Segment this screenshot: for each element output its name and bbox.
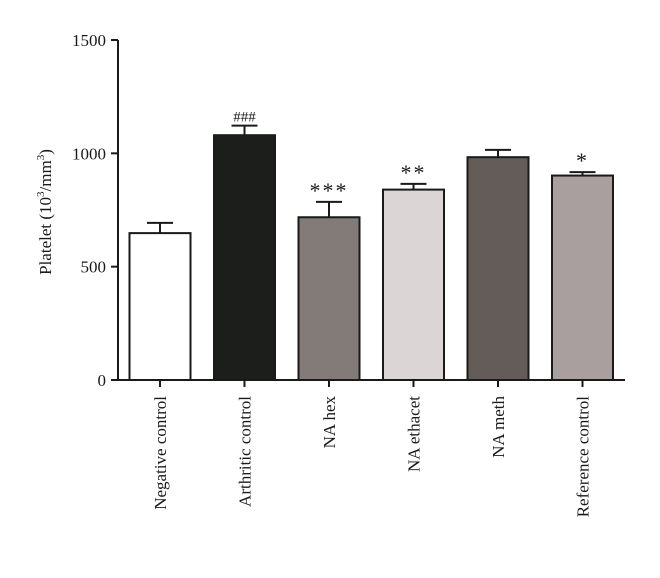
y-axis-title-superscript-2: 3: [35, 154, 47, 160]
bars: [128, 134, 614, 381]
y-axis-title: Platelet (103/mm3): [35, 149, 55, 275]
x-tick-label: NA ethacet: [405, 396, 424, 472]
significance-label: ***: [310, 178, 349, 203]
y-tick-label: 0: [98, 371, 107, 390]
y-tick-label: 1000: [72, 144, 106, 163]
y-axis-title-superscript-1: 3: [35, 191, 47, 197]
bar: [551, 174, 614, 381]
x-axis: Negative control Arthritic control NA hex N…: [118, 379, 625, 518]
bar: [297, 216, 361, 381]
significance-label: **: [401, 160, 427, 185]
significance-markers: ###***** *: [233, 110, 589, 203]
y-tick-label: 500: [81, 258, 107, 277]
bar: [466, 156, 530, 381]
y-axis: 0 500 1000 1500: [72, 31, 119, 390]
bar: [382, 188, 445, 381]
y-tick-label: 1500: [72, 31, 106, 50]
error-bars: [147, 124, 596, 234]
significance-label: ###: [233, 110, 256, 126]
x-tick-label: Negative control: [151, 396, 170, 510]
x-tick-label: NA hex: [320, 396, 339, 449]
bar: [128, 232, 192, 381]
x-tick-label: NA meth: [489, 396, 508, 458]
x-tick-label: Arthritic control: [236, 396, 255, 507]
significance-label: *: [576, 148, 589, 173]
bar: [213, 134, 276, 381]
x-tick-label: Reference control: [574, 396, 593, 518]
